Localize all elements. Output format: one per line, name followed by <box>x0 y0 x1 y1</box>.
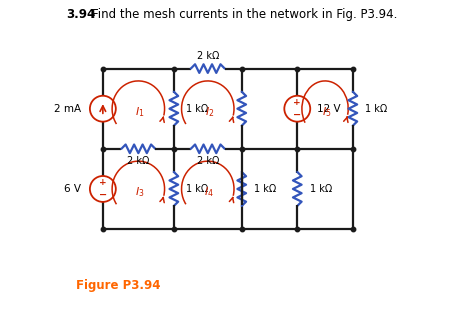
Text: $I_3$: $I_3$ <box>135 185 145 199</box>
Text: 2 kΩ: 2 kΩ <box>127 156 149 166</box>
Text: 2 kΩ: 2 kΩ <box>196 156 219 166</box>
Text: 1 kΩ: 1 kΩ <box>365 104 387 114</box>
Text: 6 V: 6 V <box>64 184 81 194</box>
Text: Figure P3.94: Figure P3.94 <box>76 279 160 292</box>
Text: 3.94: 3.94 <box>66 8 95 21</box>
Text: 2 kΩ: 2 kΩ <box>196 51 219 61</box>
Text: −: − <box>293 110 301 120</box>
Text: +: + <box>99 178 107 187</box>
Text: +: + <box>293 98 301 107</box>
Text: Find the mesh currents in the network in Fig. P3.94.: Find the mesh currents in the network in… <box>92 8 397 21</box>
Text: $I_5$: $I_5$ <box>322 105 331 119</box>
Text: 1 kΩ: 1 kΩ <box>186 184 208 194</box>
Text: 2 mA: 2 mA <box>54 104 81 114</box>
Text: 1 kΩ: 1 kΩ <box>310 184 332 194</box>
Text: $I_4$: $I_4$ <box>204 185 214 199</box>
Text: 1 kΩ: 1 kΩ <box>254 184 276 194</box>
Text: $I_1$: $I_1$ <box>135 105 145 119</box>
Text: 1 kΩ: 1 kΩ <box>186 104 208 114</box>
Text: $I_2$: $I_2$ <box>204 105 214 119</box>
Text: −: − <box>99 190 107 200</box>
Text: 12 V: 12 V <box>317 104 341 114</box>
